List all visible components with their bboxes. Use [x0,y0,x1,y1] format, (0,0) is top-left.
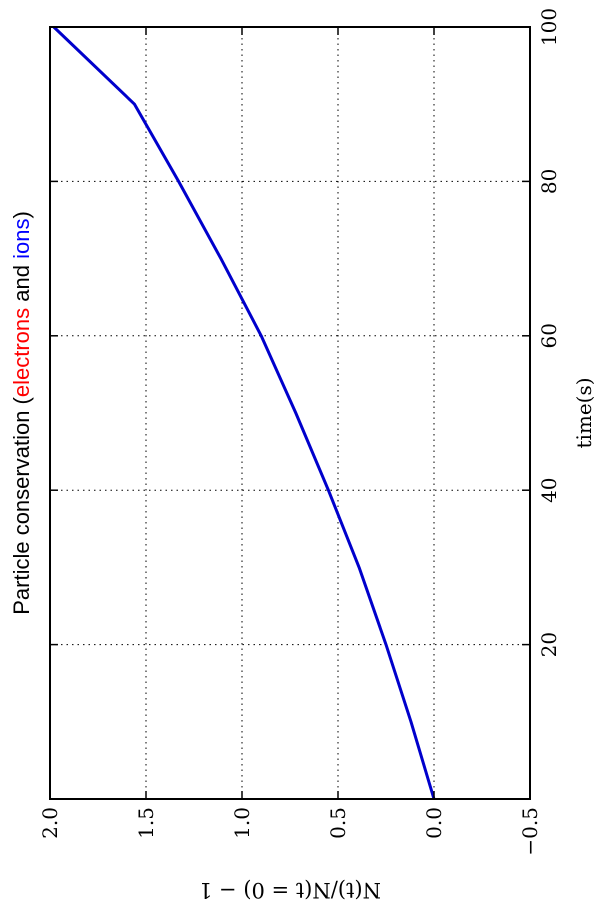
title-electrons: electrons [9,308,34,397]
tick-label-time: 100 [537,8,561,46]
chart-title: Particle conservation (electrons and ion… [9,211,34,615]
x-axis-label: time(s) [572,377,596,448]
grid-lines [50,27,530,799]
tick-label-time: 80 [537,169,561,194]
title-suffix: ) [9,211,34,218]
tick-label-time: 60 [537,323,561,348]
tick-label-value: −0.5 [518,807,542,856]
tick-label-value: 2.0 [38,807,62,839]
series-line [52,25,436,800]
tick-label-value: 1.5 [134,807,158,839]
y-axis-label: N(t)/N(t = 0) − 1 [199,878,381,902]
plot-frame [49,26,531,800]
series-layer [52,25,436,800]
tick-label-time: 40 [537,477,561,502]
tick-label-value: 0.0 [422,807,446,839]
axis-ticks: −0.5 0.0 0.5 1.0 1.5 2.0 20 40 60 80 100 [38,8,561,856]
tick-label-time: 20 [537,632,561,657]
title-prefix: Particle conservation ( [9,396,34,614]
tick-label-value: 0.5 [326,807,350,839]
title-middle: and [9,259,34,308]
title-ions: ions [9,219,34,259]
tick-label-value: 1.0 [230,807,254,839]
